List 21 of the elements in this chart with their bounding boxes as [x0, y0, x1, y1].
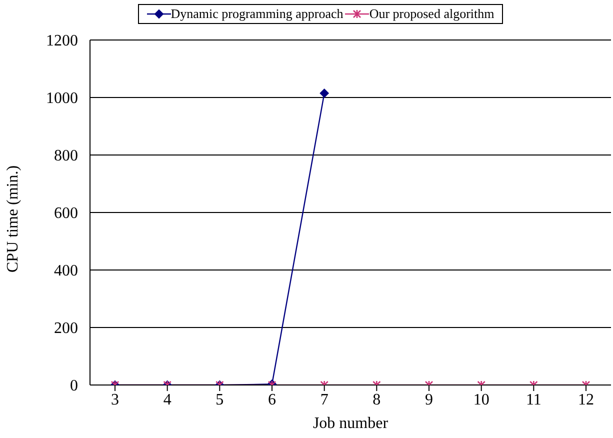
y-tick-label: 1000	[46, 90, 78, 108]
x-tick-label: 11	[526, 391, 542, 408]
legend-label: Dynamic programming approach	[170, 6, 344, 22]
x-tick-label: 12	[578, 391, 594, 408]
x-tick-label: 8	[372, 391, 381, 408]
y-tick-label: 800	[54, 148, 78, 165]
y-axis-title: CPU time (min.)	[4, 165, 22, 272]
y-tick-label: 200	[54, 320, 78, 338]
x-tick-label: 10	[473, 391, 490, 408]
y-tick-label: 1200	[46, 32, 78, 50]
x-tick-label: 4	[163, 391, 172, 408]
y-tick-label: 0	[70, 378, 78, 395]
y-tick-label: 600	[54, 205, 78, 222]
x-tick-label: 7	[320, 391, 328, 408]
x-tick-label: 5	[216, 391, 224, 408]
legend-label: Our proposed algorithm	[369, 6, 494, 22]
x-tick-label: 3	[111, 391, 119, 408]
x-axis-title: Job number	[312, 415, 389, 432]
x-tick-label: 9	[425, 391, 433, 408]
y-tick-label: 400	[54, 262, 78, 280]
x-tick-label: 6	[268, 391, 276, 408]
